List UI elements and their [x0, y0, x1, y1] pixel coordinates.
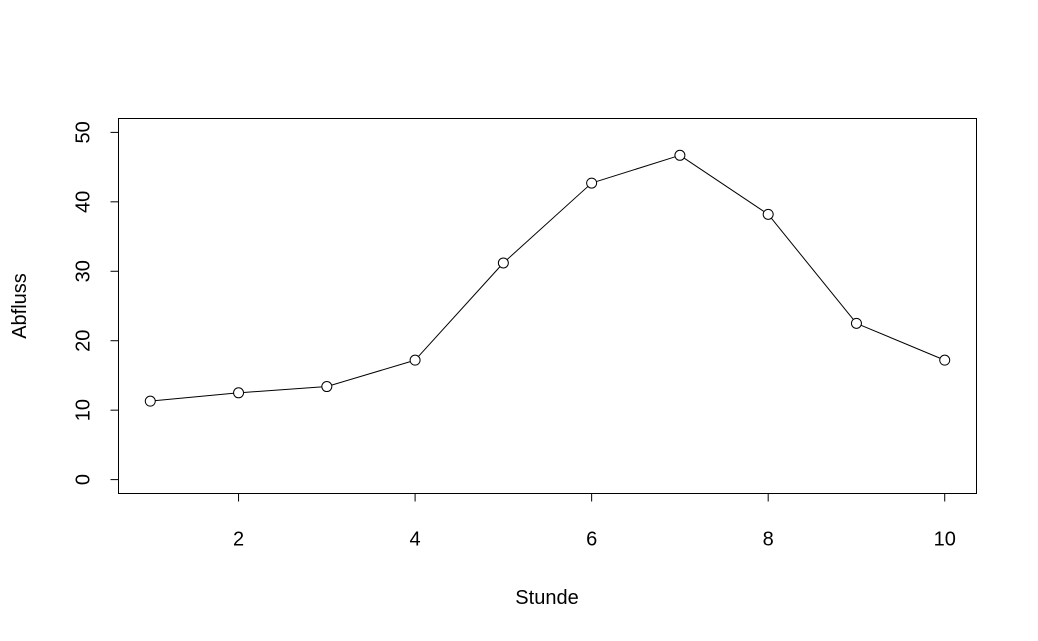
y-axis: 0 10 20 30 40 50 [73, 121, 119, 485]
data-point [233, 387, 245, 399]
y-tick-label: 20 [73, 330, 95, 352]
data-point [409, 354, 421, 366]
series-line-segment [770, 217, 854, 320]
data-point [939, 354, 951, 366]
data-point [321, 381, 333, 393]
x-tick-label: 2 [233, 529, 244, 551]
x-tick-label: 6 [586, 529, 597, 551]
plot-frame [118, 118, 977, 494]
data-point [144, 395, 156, 407]
data-point [497, 257, 509, 269]
y-tick-label: 50 [73, 121, 95, 143]
y-tick-label: 10 [73, 399, 95, 421]
y-tick-label: 30 [73, 260, 95, 282]
data-point [674, 149, 686, 161]
y-tick-label: 40 [73, 191, 95, 213]
x-tick-label: 4 [410, 529, 421, 551]
series-line-segment [596, 156, 676, 183]
x-axis-label: Stunde [515, 587, 578, 609]
y-axis-label: Abfluss [9, 273, 31, 339]
series-line-segment [155, 392, 234, 402]
series-line-segment [860, 324, 941, 359]
series-line-segment [683, 157, 765, 212]
data-point [850, 317, 862, 329]
x-axis: 2 4 6 8 10 [233, 493, 956, 551]
series-line-segment [418, 266, 501, 357]
x-tick-label: 10 [934, 529, 956, 551]
y-tick-label: 0 [73, 474, 95, 485]
data-point [586, 177, 598, 189]
series-line-segment [506, 186, 589, 260]
series-line-segment [243, 386, 322, 393]
x-tick-label: 8 [763, 529, 774, 551]
series-layer [144, 149, 951, 407]
data-point [762, 208, 774, 220]
series-line-segment [331, 361, 411, 386]
